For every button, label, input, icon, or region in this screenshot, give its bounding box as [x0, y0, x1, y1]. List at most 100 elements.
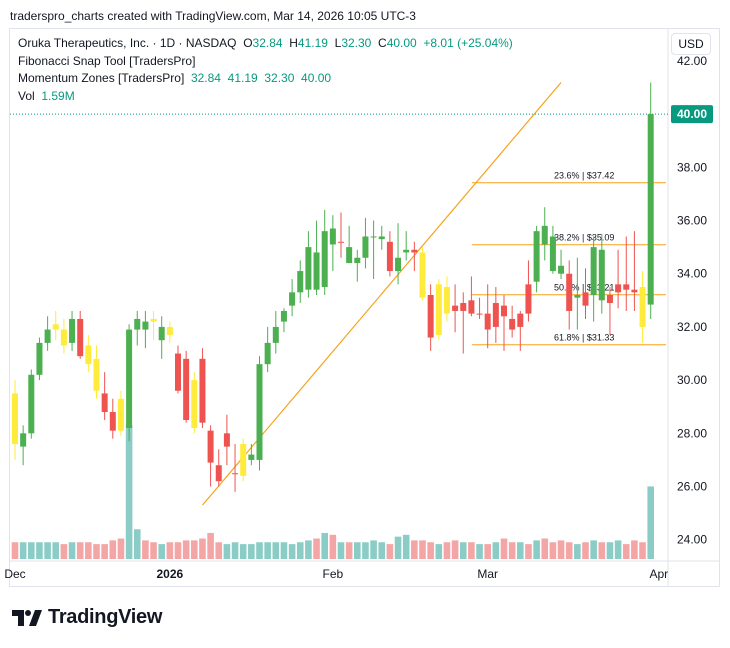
candle-body[interactable] [232, 473, 239, 475]
candle-body[interactable] [36, 342, 43, 375]
candle-body[interactable] [403, 249, 410, 253]
candle-body[interactable] [28, 374, 35, 434]
candle-body[interactable] [354, 257, 361, 264]
candle-body[interactable] [525, 284, 532, 314]
candle-body[interactable] [199, 358, 206, 423]
volume-bar [427, 542, 434, 559]
candle-body[interactable] [223, 433, 230, 447]
candle-body[interactable] [395, 257, 402, 272]
legend-ohlc-row[interactable]: Oruka Therapeutics, Inc. · 1D · NASDAQ O… [18, 35, 513, 53]
candle-body[interactable] [289, 292, 296, 306]
candle-body[interactable] [305, 247, 312, 290]
currency-button[interactable]: USD [671, 33, 711, 55]
candle-body[interactable] [158, 326, 165, 341]
candle-body[interactable] [623, 284, 630, 290]
candle-body[interactable] [558, 265, 565, 274]
candle-body[interactable] [362, 236, 369, 258]
volume-bar [541, 538, 549, 559]
candle-body[interactable] [435, 284, 442, 335]
candle-body[interactable] [248, 454, 255, 460]
volume-bar [647, 486, 654, 559]
candle-body[interactable] [109, 412, 116, 431]
candle-body[interactable] [476, 313, 483, 315]
candle-body[interactable] [574, 295, 581, 298]
candle-body[interactable] [631, 289, 638, 293]
candle-body[interactable] [460, 302, 467, 311]
candle-body[interactable] [509, 318, 516, 330]
candle-body[interactable] [378, 236, 385, 240]
candle-body[interactable] [191, 380, 198, 428]
legend-indicator-momentum-row[interactable]: Momentum Zones [TradersPro] 32.84 41.19 … [18, 70, 513, 88]
candle-body[interactable] [264, 342, 271, 365]
candle-body[interactable] [329, 228, 336, 245]
candle-body[interactable] [85, 345, 92, 365]
candle-body[interactable] [52, 324, 59, 330]
volume-bar [223, 544, 231, 559]
candle-body[interactable] [501, 305, 507, 317]
candle-body[interactable] [443, 287, 450, 314]
candle-body[interactable] [272, 326, 279, 343]
candle-body[interactable] [338, 241, 344, 243]
volume-bar [158, 544, 165, 559]
candle-body[interactable] [419, 252, 426, 298]
candle-body[interactable] [44, 329, 51, 343]
candle-body[interactable] [150, 318, 157, 322]
volume-bar [435, 544, 443, 559]
legend-volume-row[interactable]: Vol 1.59M [18, 88, 513, 106]
candle-body[interactable] [517, 313, 524, 327]
candle-body[interactable] [69, 318, 76, 343]
candle-body[interactable] [582, 292, 589, 306]
candle-body[interactable] [256, 364, 263, 460]
candle-body[interactable] [541, 225, 548, 245]
candle-body[interactable] [590, 247, 597, 295]
candle-body[interactable] [134, 318, 141, 330]
candle-body[interactable] [215, 465, 222, 482]
candle-body[interactable] [566, 273, 573, 311]
candle-body[interactable] [101, 393, 108, 413]
volume-bar [639, 542, 646, 559]
candle-body[interactable] [240, 443, 247, 476]
candle-body[interactable] [60, 329, 67, 346]
candle-body[interactable] [615, 284, 622, 293]
candle-body[interactable] [313, 252, 320, 290]
candle-body[interactable] [598, 249, 605, 301]
candle-body[interactable] [183, 358, 190, 421]
volume-bar [500, 538, 508, 559]
candle-body[interactable] [20, 433, 27, 447]
candle-body[interactable] [142, 321, 149, 330]
candle-body[interactable] [492, 302, 499, 327]
candle-body[interactable] [77, 318, 84, 357]
legend-open-label: O [243, 36, 253, 50]
tradingview-brand[interactable]: TradingView [12, 606, 162, 629]
candle-body[interactable] [166, 326, 173, 335]
candle-body[interactable] [207, 430, 214, 463]
candle-body[interactable] [639, 287, 646, 327]
candle-body[interactable] [297, 271, 304, 293]
candle-body[interactable] [175, 353, 181, 391]
candle-body[interactable] [647, 114, 654, 305]
candle-body[interactable] [386, 241, 393, 272]
candle-body[interactable] [549, 236, 556, 272]
candle-body[interactable] [370, 236, 377, 238]
candle-body[interactable] [484, 313, 491, 330]
volume-bar [44, 542, 51, 559]
legend-indicator-fibonacci[interactable]: Fibonacci Snap Tool [TradersPro] [18, 53, 196, 68]
candle-body[interactable] [12, 393, 18, 444]
y-tick-label: 34.00 [677, 267, 707, 281]
candle-body[interactable] [452, 305, 459, 311]
candle-body[interactable] [533, 231, 540, 282]
candle-body[interactable] [126, 329, 133, 428]
trendline[interactable] [201, 82, 562, 506]
candle-body[interactable] [93, 358, 100, 391]
candle-body[interactable] [117, 398, 124, 431]
candle-body[interactable] [346, 247, 353, 264]
candle-body[interactable] [606, 295, 613, 303]
chart-legend: Oruka Therapeutics, Inc. · 1D · NASDAQ O… [18, 35, 513, 105]
candle-body[interactable] [280, 310, 287, 322]
candle-body[interactable] [411, 249, 418, 253]
candle-body[interactable] [468, 300, 475, 314]
candle-body[interactable] [427, 295, 434, 338]
volume-bar [443, 542, 451, 559]
candle-body[interactable] [321, 231, 328, 288]
